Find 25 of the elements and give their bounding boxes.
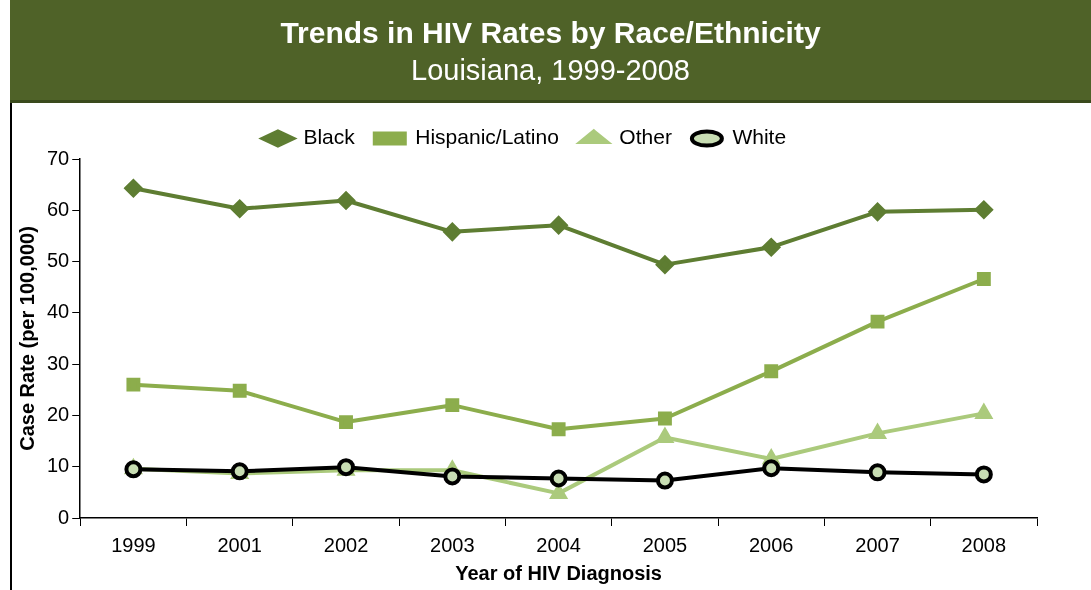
y-tick-label: 50 (47, 249, 70, 272)
chart-subtitle: Louisiana, 1999-2008 (410, 54, 691, 87)
y-tick-label: 20 (47, 402, 70, 425)
x-tick-label: 2007 (855, 533, 900, 556)
y-tick-label: 60 (47, 197, 70, 220)
x-tick-label: 2005 (642, 533, 688, 556)
x-tick-label: 2004 (536, 533, 581, 556)
legend-label: Other (619, 125, 672, 149)
x-axis-title: Year of HIV Diagnosis (455, 561, 662, 584)
y-tick-label: 40 (47, 300, 70, 323)
legend-label: Black (303, 125, 356, 149)
legend-label: Hispanic/Latino (415, 125, 559, 149)
x-tick-label: 2008 (961, 533, 1007, 556)
y-tick-label: 10 (47, 454, 70, 477)
x-tick-label: 2006 (748, 533, 794, 556)
y-axis-title: Case Rate (per 100,000) (15, 226, 38, 451)
x-tick-label: 2003 (430, 533, 475, 556)
y-tick-label: 0 (58, 505, 70, 528)
legend-label: White (732, 125, 787, 149)
y-tick-label: 30 (47, 351, 70, 374)
x-tick-label: 2002 (323, 533, 369, 556)
y-tick-label: 70 (47, 146, 70, 169)
x-tick-label: 1999 (111, 533, 156, 556)
x-tick-label: 2001 (217, 533, 262, 556)
chart-title: Trends in HIV Rates by Race/Ethnicity (279, 16, 822, 50)
